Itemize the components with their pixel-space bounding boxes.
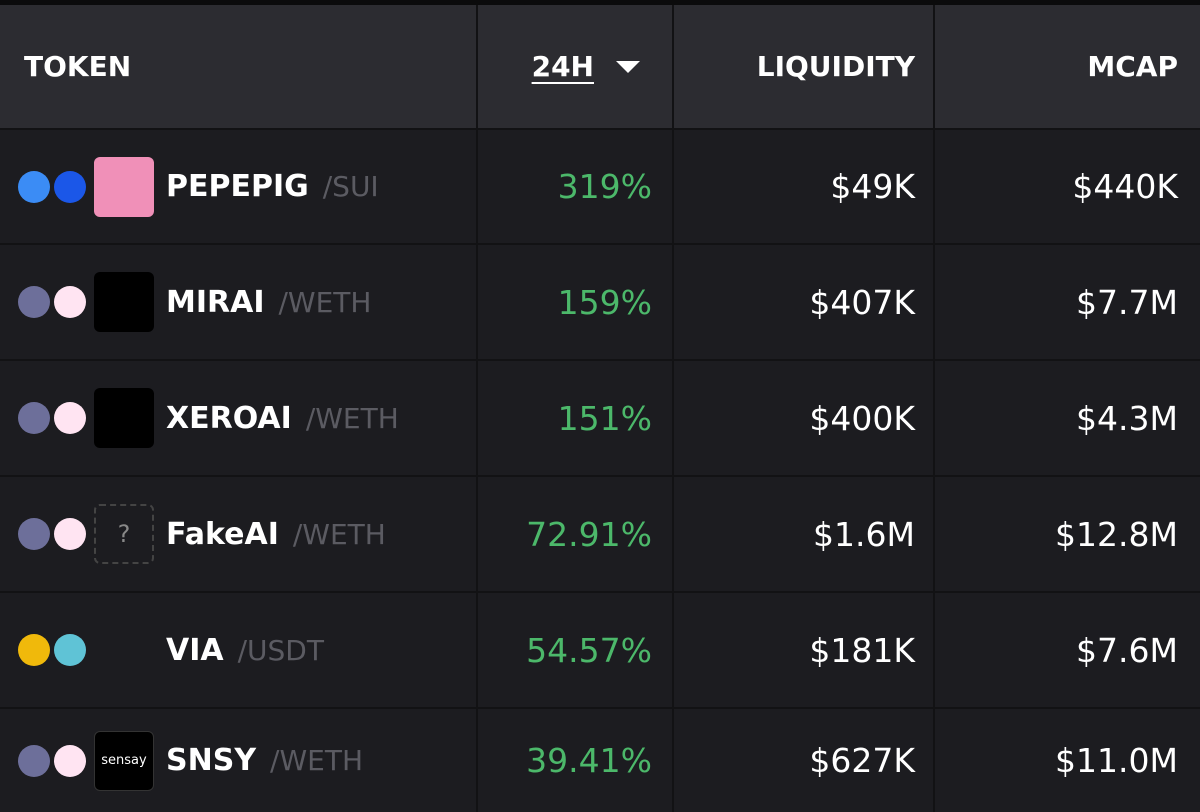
change-cell: 54.57% xyxy=(478,591,674,707)
token-logo xyxy=(94,388,154,448)
mcap: $11.0M xyxy=(1055,741,1178,780)
liquidity: $627K xyxy=(809,741,915,780)
mcap: $7.6M xyxy=(1076,630,1178,670)
liquidity-cell: $1.6M xyxy=(674,475,935,591)
chain-icon xyxy=(18,402,50,434)
token-pair: /USDT xyxy=(237,633,324,667)
chain-icon xyxy=(54,170,86,203)
change-cell: 151% xyxy=(478,359,674,475)
token-cell: MIRAI/WETH xyxy=(0,243,478,359)
token-pair: /WETH xyxy=(292,517,386,551)
token-name: MIRAI xyxy=(166,284,265,320)
token-cell: XEROAI/WETH xyxy=(0,359,478,475)
mcap-cell: $440K xyxy=(935,128,1200,243)
token-cell: sensay SNSY/WETH xyxy=(0,707,478,812)
change: 39.41% xyxy=(526,741,652,780)
change: 54.57% xyxy=(526,630,652,670)
chain-icon xyxy=(54,634,86,666)
change-cell: 319% xyxy=(478,128,674,243)
change-cell: 72.91% xyxy=(478,475,674,591)
token-cell: PEPEPIG/SUI xyxy=(0,128,478,243)
table-row[interactable]: VIA/USDT 54.57% $181K $7.6M xyxy=(0,591,1200,707)
header-cell: TOKEN xyxy=(0,5,478,128)
token-pair: /WETH xyxy=(278,285,372,319)
mcap-cell: $12.8M xyxy=(935,475,1200,591)
token-name: SNSY xyxy=(166,743,257,778)
token-name: PEPEPIG xyxy=(166,169,309,204)
column-header[interactable]: 24H xyxy=(531,50,594,83)
token-name: VIA xyxy=(166,632,224,668)
liquidity: $181K xyxy=(809,630,915,670)
liquidity-cell: $49K xyxy=(674,128,935,243)
mcap-cell: $7.6M xyxy=(935,591,1200,707)
table-row[interactable]: sensay SNSY/WETH 39.41% $627K $11.0M xyxy=(0,707,1200,812)
token-name: FakeAI xyxy=(166,516,279,552)
chain-icon xyxy=(18,518,50,550)
header-cell: 24H xyxy=(478,5,674,128)
mcap: $4.3M xyxy=(1076,398,1178,438)
token-logo: ? xyxy=(94,504,154,564)
chain-icon xyxy=(18,634,50,666)
mcap: $12.8M xyxy=(1055,514,1178,554)
token-logo: sensay xyxy=(94,730,154,791)
liquidity-cell: $407K xyxy=(674,243,935,359)
chain-icon xyxy=(18,286,50,318)
table-row[interactable]: MIRAI/WETH 159% $407K $7.7M xyxy=(0,243,1200,359)
header-cell: LIQUIDITY xyxy=(674,5,935,128)
chain-icon xyxy=(54,402,86,434)
token-cell: ? FakeAI/WETH xyxy=(0,475,478,591)
liquidity: $49K xyxy=(830,167,915,206)
token-pair: /SUI xyxy=(322,170,379,203)
header-cell: MCAP xyxy=(935,5,1200,128)
mcap-cell: $4.3M xyxy=(935,359,1200,475)
token-logo xyxy=(94,272,154,332)
mcap-cell: $7.7M xyxy=(935,243,1200,359)
change: 72.91% xyxy=(526,514,652,554)
chain-icon xyxy=(54,744,86,777)
token-pair: /WETH xyxy=(270,744,364,777)
mcap: $7.7M xyxy=(1076,282,1178,322)
token-logo xyxy=(94,156,154,217)
chain-icon xyxy=(18,170,50,203)
table-row[interactable]: PEPEPIG/SUI 319% $49K $440K xyxy=(0,128,1200,243)
liquidity-cell: $400K xyxy=(674,359,935,475)
chain-icon xyxy=(54,286,86,318)
chain-icon xyxy=(18,744,50,777)
table-row[interactable]: ? FakeAI/WETH 72.91% $1.6M $12.8M xyxy=(0,475,1200,591)
liquidity-cell: $627K xyxy=(674,707,935,812)
change-cell: 159% xyxy=(478,243,674,359)
table-row[interactable]: XEROAI/WETH 151% $400K $4.3M xyxy=(0,359,1200,475)
change: 319% xyxy=(557,167,652,206)
liquidity: $1.6M xyxy=(813,514,915,554)
column-header: MCAP xyxy=(1087,50,1178,83)
column-header: LIQUIDITY xyxy=(756,50,915,83)
liquidity: $407K xyxy=(809,282,915,322)
mcap: $440K xyxy=(1072,167,1178,206)
column-header: TOKEN xyxy=(24,50,132,83)
liquidity-cell: $181K xyxy=(674,591,935,707)
liquidity: $400K xyxy=(809,398,915,438)
token-name: XEROAI xyxy=(166,400,292,436)
token-cell: VIA/USDT xyxy=(0,591,478,707)
mcap-cell: $11.0M xyxy=(935,707,1200,812)
token-logo xyxy=(94,620,154,680)
token-pair: /WETH xyxy=(305,401,399,435)
change-cell: 39.41% xyxy=(478,707,674,812)
change: 151% xyxy=(557,398,652,438)
chain-icon xyxy=(54,518,86,550)
header-row: TOKEN 24H LIQUIDITY MCAP xyxy=(0,5,1200,128)
change: 159% xyxy=(557,282,652,322)
sort-arrow[interactable] xyxy=(616,60,640,73)
